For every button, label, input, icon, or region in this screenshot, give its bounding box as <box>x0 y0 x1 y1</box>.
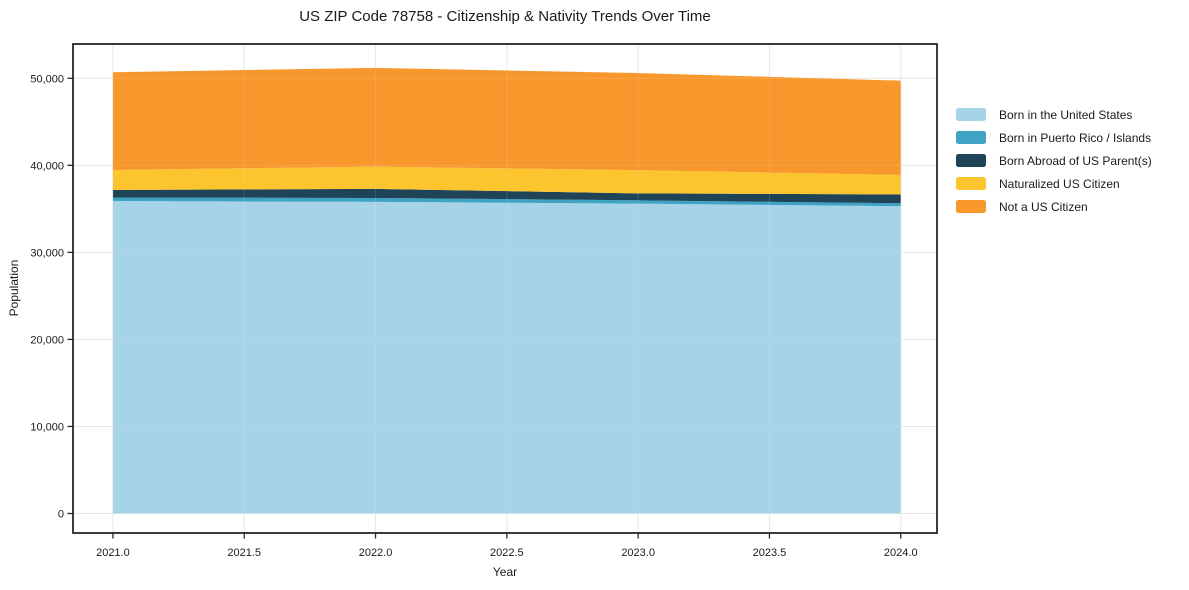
y-tick-label: 0 <box>58 509 64 521</box>
axis-ticks <box>67 77 902 539</box>
legend-swatch <box>956 154 986 167</box>
x-tick-label: 2021.5 <box>227 547 261 559</box>
x-tick-label: 2022.5 <box>490 547 524 559</box>
legend-item: Born in the United States <box>956 103 1152 126</box>
legend-item: Not a US Citizen <box>956 195 1152 218</box>
legend-label: Born in the United States <box>999 107 1133 122</box>
area-series-1 <box>112 197 901 207</box>
y-tick-label: 50,000 <box>30 73 64 85</box>
y-tick-label: 10,000 <box>30 421 64 433</box>
legend-swatch <box>956 177 986 190</box>
axis-tick-labels: 2021.0 2021.5 2022.0 2022.5 2023.0 2023.5 2024… <box>30 73 917 559</box>
legend-item: Born in Puerto Rico / Islands <box>956 126 1152 149</box>
x-tick-label: 2022.0 <box>359 547 393 559</box>
legend-label: Not a US Citizen <box>999 199 1088 214</box>
y-tick-label: 40,000 <box>30 160 64 172</box>
legend-item: Naturalized US Citizen <box>956 172 1152 195</box>
x-tick-label: 2024.0 <box>884 547 918 559</box>
legend: Born in the United States Born in Puerto … <box>956 103 1152 218</box>
legend-label: Naturalized US Citizen <box>999 176 1120 191</box>
area-series-2 <box>112 188 901 204</box>
y-tick-label: 30,000 <box>30 247 64 259</box>
legend-swatch <box>956 200 986 213</box>
legend-item: Born Abroad of US Parent(s) <box>956 149 1152 172</box>
chart-title: US ZIP Code 78758 - Citizenship & Nativi… <box>299 8 711 25</box>
legend-label: Born in Puerto Rico / Islands <box>999 130 1152 145</box>
gridlines <box>73 44 937 533</box>
area-series-4 <box>112 67 901 175</box>
legend-swatch <box>956 108 986 121</box>
x-tick-label: 2021.0 <box>96 547 130 559</box>
x-tick-label: 2023.5 <box>753 547 787 559</box>
legend-swatch <box>956 131 986 144</box>
x-axis-label: Year <box>492 565 518 579</box>
area-series-3 <box>112 166 901 195</box>
axis-frame <box>72 43 938 534</box>
x-tick-label: 2023.0 <box>621 547 655 559</box>
y-tick-label: 20,000 <box>30 334 64 346</box>
legend-label: Born Abroad of US Parent(s) <box>999 153 1152 168</box>
area-series-0 <box>112 201 901 514</box>
